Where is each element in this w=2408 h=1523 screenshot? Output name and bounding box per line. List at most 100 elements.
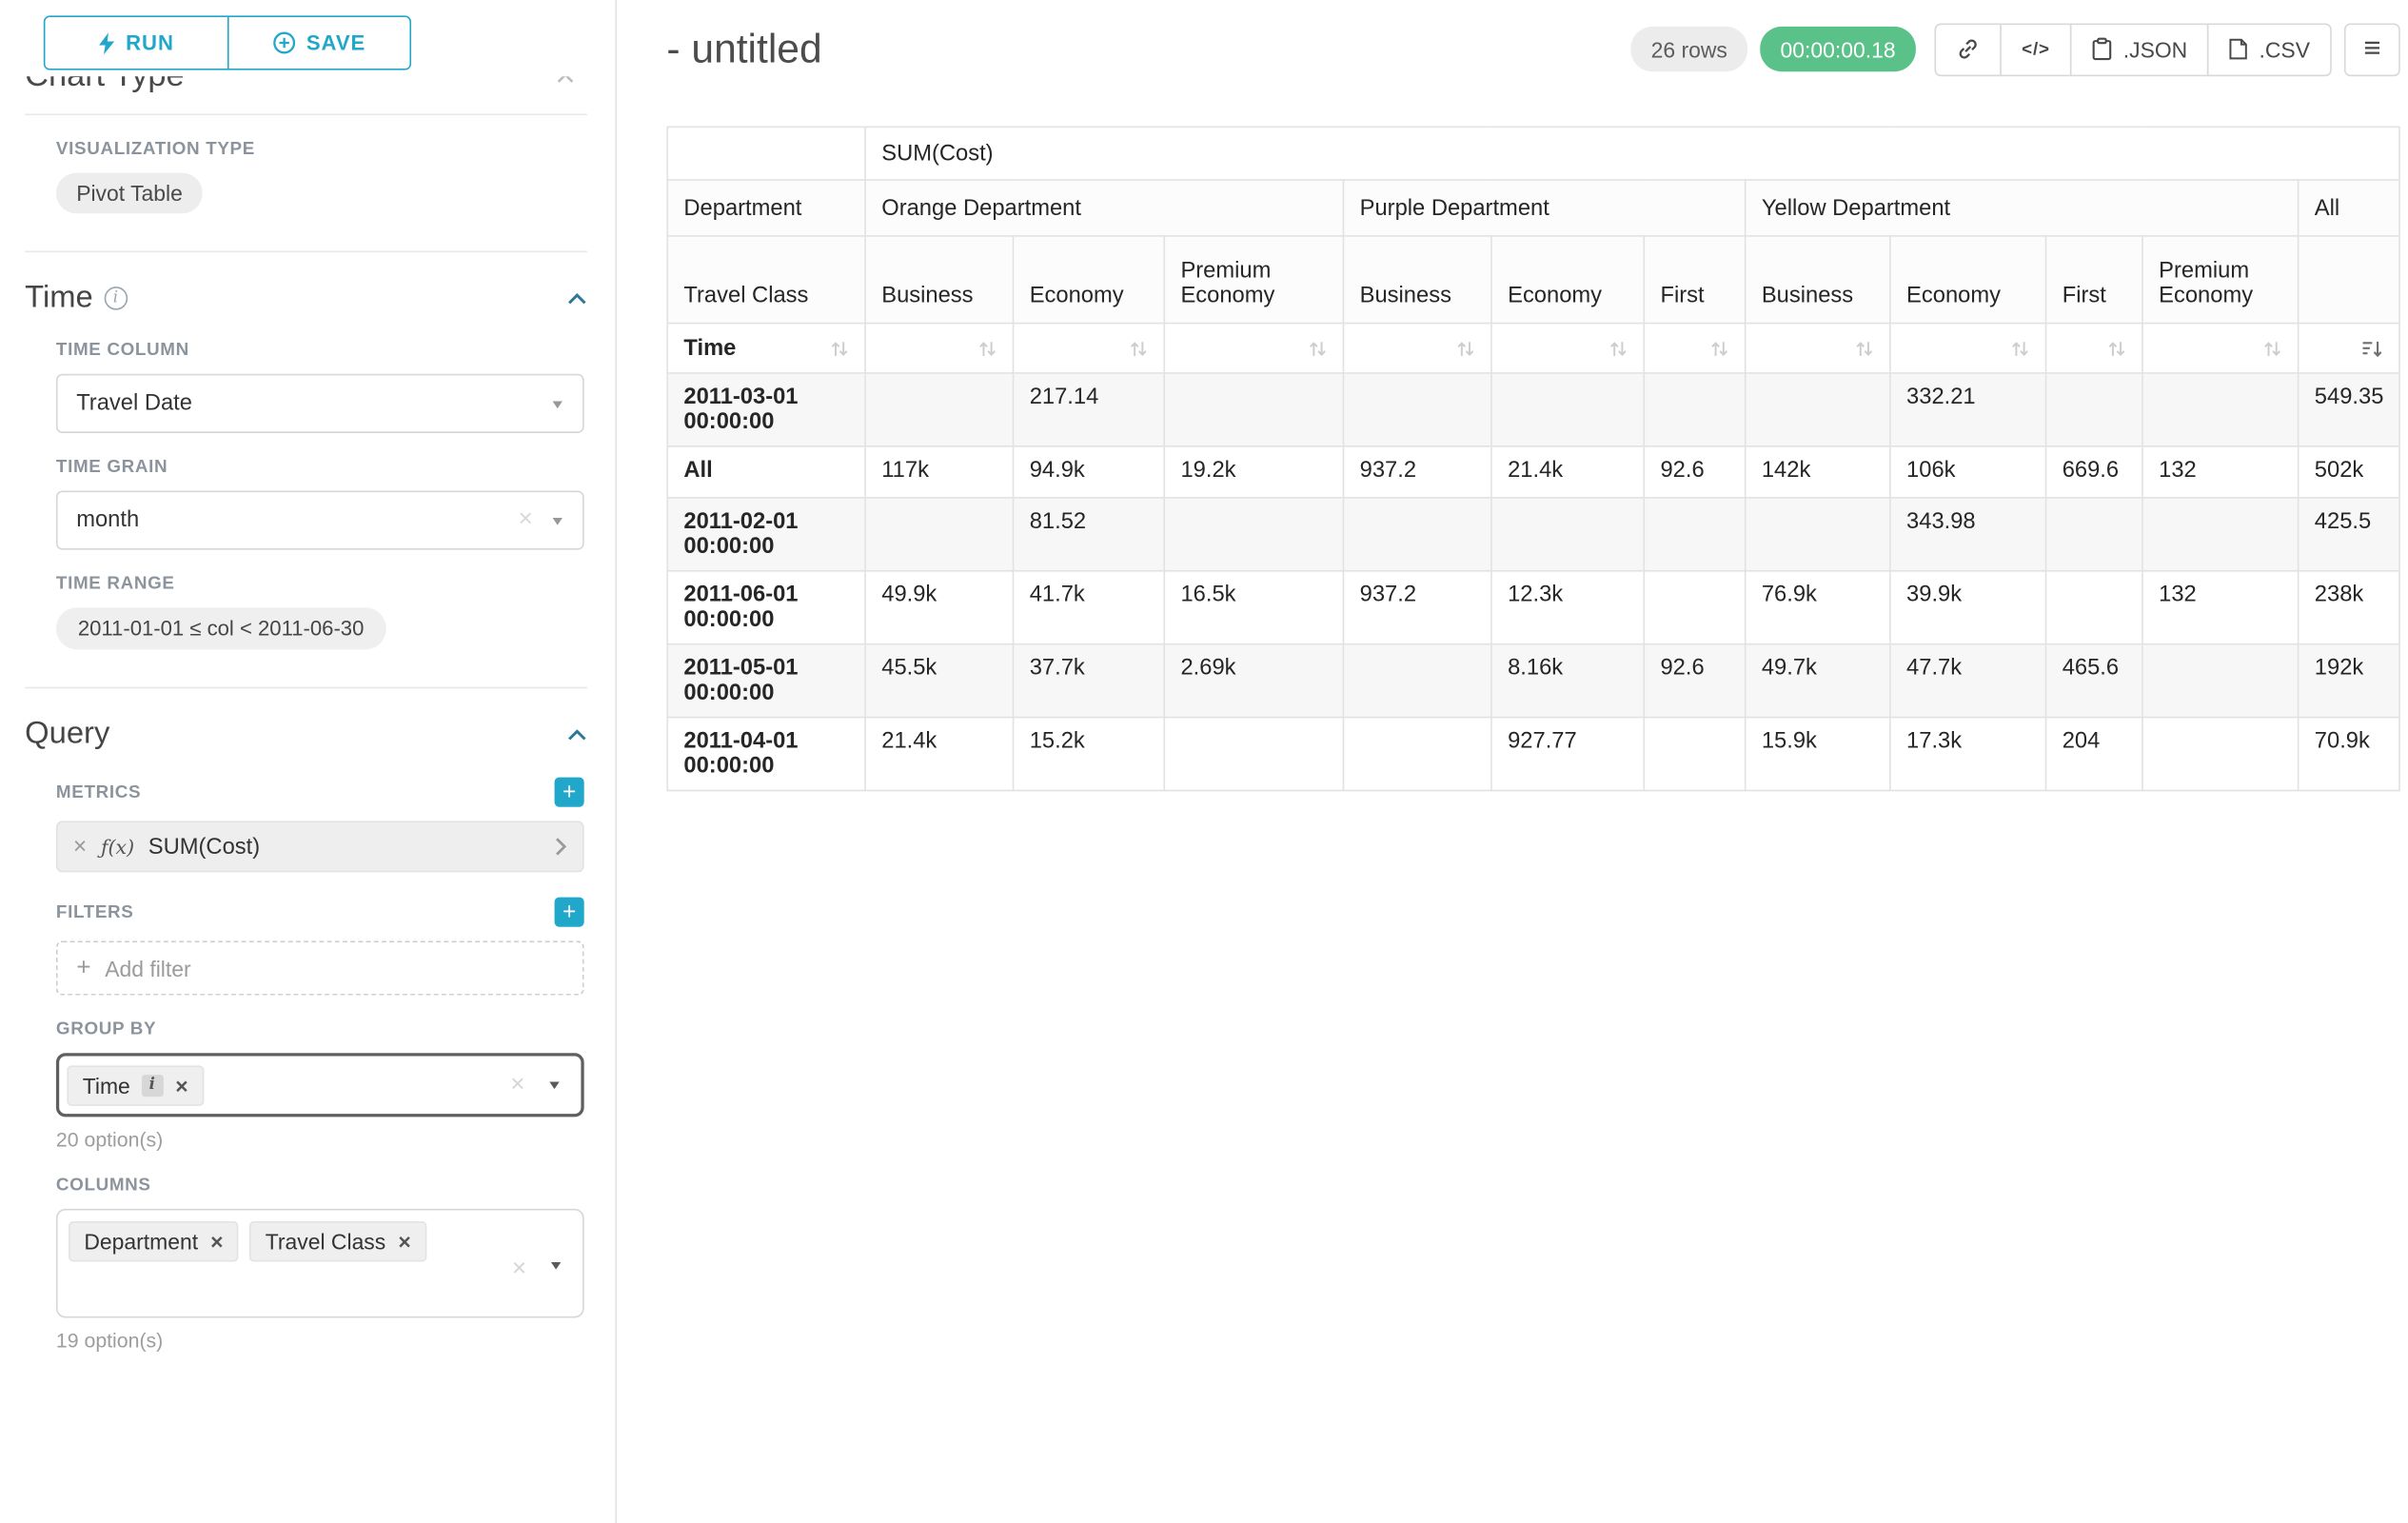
sort-descending-icon[interactable] (2361, 339, 2383, 358)
view-query-button[interactable]: </> (2000, 22, 2072, 76)
clear-icon[interactable]: × (510, 1071, 525, 1098)
chevron-right-icon (556, 838, 567, 856)
pivot-cell (2044, 569, 2143, 645)
pivot-cell (1744, 372, 1891, 447)
pivot-cell (864, 497, 1015, 572)
remove-metric-icon[interactable]: × (72, 833, 88, 860)
sort-icon[interactable] (1456, 339, 1475, 358)
circle-plus-icon (272, 31, 295, 54)
time-grain-select[interactable]: month × ▼ (55, 490, 584, 550)
pivot-class-header: Economy (1889, 235, 2047, 325)
pivot-sort-cell (1490, 322, 1646, 374)
pivot-cell (1643, 716, 1747, 792)
chevron-down-icon[interactable]: ▼ (547, 1258, 565, 1274)
pivot-cell: 192k (2297, 643, 2400, 719)
columns-select[interactable]: Department × Travel Class × × ▼ (55, 1208, 584, 1318)
pivot-class-header: Premium Economy (2142, 235, 2299, 325)
time-section-header[interactable]: Time i (25, 281, 587, 317)
visualization-type-pill[interactable]: Pivot Table (55, 172, 204, 214)
menu-button[interactable]: ≡ (2344, 22, 2400, 76)
pivot-cell: 2.69k (1163, 643, 1345, 719)
pivot-row: 2011-02-01 00:00:00 81.52 343.98 425.5 (666, 497, 2400, 572)
group-by-chip-label: Time (82, 1072, 130, 1098)
time-column-select[interactable]: Travel Date ▼ (55, 373, 584, 433)
chevron-down-icon[interactable]: ▼ (545, 1078, 563, 1093)
chart-type-section-header[interactable]: Chart Type (25, 76, 587, 116)
add-metric-button[interactable]: + (554, 777, 584, 807)
pivot-all-header: All (2297, 179, 2400, 237)
pivot-cell: 937.2 (1342, 569, 1492, 645)
pivot-row: 2011-06-01 00:00:00 49.9k 41.7k 16.5k 937.2 1… (666, 569, 2400, 645)
time-range-pill[interactable]: 2011-01-01 ≤ col < 2011-06-30 (55, 607, 386, 650)
pivot-cell: 217.14 (1012, 372, 1166, 447)
pivot-cell (1342, 372, 1492, 447)
add-filter-plus-button[interactable]: + (554, 897, 584, 927)
pivot-cell: 81.52 (1012, 497, 1166, 572)
query-section-header[interactable]: Query (25, 717, 587, 753)
columns-options-count: 19 option(s) (55, 1328, 164, 1353)
chart-title: - untitled (666, 25, 822, 72)
sort-icon[interactable] (1710, 339, 1729, 358)
pivot-cell (2142, 643, 2299, 719)
pivot-cell (1744, 497, 1891, 572)
pivot-cell: 17.3k (1889, 716, 2047, 792)
columns-chip[interactable]: Travel Class × (249, 1221, 427, 1262)
add-filter-button[interactable]: + Add filter (55, 940, 584, 996)
sort-icon[interactable] (1855, 339, 1874, 358)
sort-icon[interactable] (1309, 339, 1328, 358)
chevron-up-icon[interactable] (567, 292, 587, 305)
run-save-button-group: RUN SAVE (43, 15, 412, 70)
pivot-class-header: Business (1744, 235, 1891, 325)
chevron-up-icon[interactable] (567, 728, 587, 741)
pivot-cell: 12.3k (1490, 569, 1646, 645)
pivot-cell: 204 (2044, 716, 2143, 792)
pivot-cell: 37.7k (1012, 643, 1166, 719)
remove-icon[interactable]: × (210, 1229, 224, 1255)
download-csv-button[interactable]: .CSV (2207, 22, 2332, 76)
pivot-cell: 927.77 (1490, 716, 1646, 792)
pivot-sort-cell (1012, 322, 1166, 374)
pivot-cell (864, 372, 1015, 447)
pivot-department-group-header: Orange Department (864, 179, 1345, 237)
download-json-button[interactable]: .JSON (2070, 22, 2210, 76)
pivot-cell (2044, 497, 2143, 572)
sort-icon[interactable] (830, 339, 849, 358)
sort-icon[interactable] (1129, 339, 1148, 358)
columns-chip[interactable]: Department × (69, 1221, 239, 1262)
pivot-cell: 49.7k (1744, 643, 1891, 719)
pivot-cell: 425.5 (2297, 497, 2400, 572)
pivot-sort-cell (1643, 322, 1747, 374)
pivot-sort-cell (864, 322, 1015, 374)
pivot-cell: 94.9k (1012, 445, 1166, 499)
metric-chip[interactable]: × ƒ(x) SUM(Cost) (55, 821, 584, 873)
chevron-down-icon: ▼ (549, 513, 566, 527)
chart-header-controls: 26 rows 00:00:00.18 </> .JSON . (1630, 22, 2400, 76)
sort-icon[interactable] (978, 339, 997, 358)
pivot-cell: 21.4k (1490, 445, 1646, 499)
sort-icon[interactable] (2011, 339, 2030, 358)
sort-icon[interactable] (2107, 339, 2126, 358)
file-icon (2230, 38, 2248, 60)
pivot-cell: 41.7k (1012, 569, 1166, 645)
save-button[interactable]: SAVE (227, 17, 410, 69)
clear-icon[interactable]: × (511, 1256, 527, 1282)
sort-icon[interactable] (1609, 339, 1628, 358)
remove-icon[interactable]: × (398, 1229, 411, 1255)
sort-icon[interactable] (2263, 339, 2282, 358)
clear-icon[interactable]: × (518, 505, 533, 533)
copy-link-button[interactable] (1934, 22, 2002, 76)
save-button-label: SAVE (306, 30, 366, 55)
group-by-chip[interactable]: Time i × (67, 1064, 205, 1106)
chart-type-heading: Chart Type (25, 76, 587, 95)
pivot-metric-header: SUM(Cost) (864, 126, 2400, 181)
pivot-cell: 502k (2297, 445, 2400, 499)
run-button[interactable]: RUN (45, 17, 227, 69)
pivot-cell (1163, 372, 1345, 447)
pivot-class-header: Business (864, 235, 1015, 325)
add-filter-label: Add filter (105, 955, 191, 981)
pivot-cell (2142, 716, 2299, 792)
pivot-cell: 106k (1889, 445, 2047, 499)
remove-icon[interactable]: × (175, 1072, 188, 1098)
pivot-cell: 47.7k (1889, 643, 2047, 719)
group-by-select[interactable]: Time i × × ▼ (55, 1053, 584, 1118)
